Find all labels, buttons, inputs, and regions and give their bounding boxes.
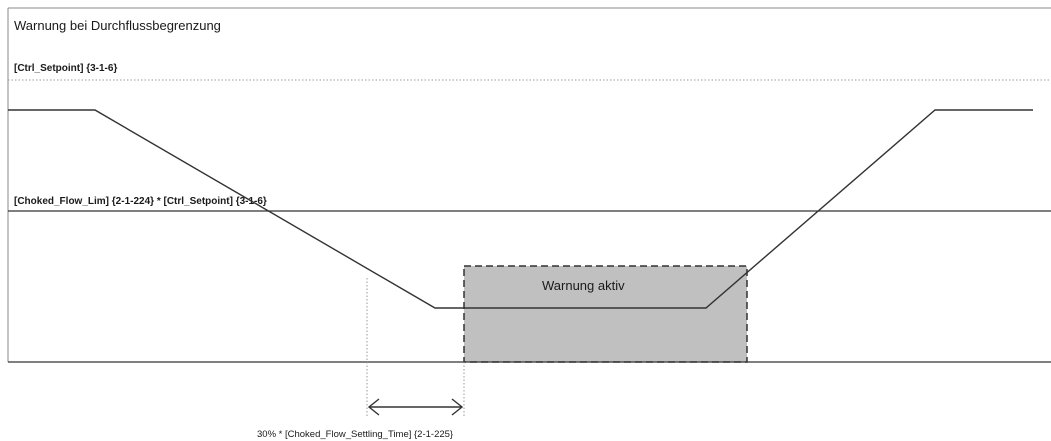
diagram-title: Warnung bei Durchflussbegrenzung xyxy=(14,18,221,33)
warning-active-label: Warnung aktiv xyxy=(542,278,625,293)
flow-signal-curve xyxy=(8,109,1033,309)
setpoint-label: [Ctrl_Setpoint] {3-1-6} xyxy=(14,63,117,74)
settling-time-arrow xyxy=(367,398,464,416)
warning-active-region xyxy=(463,265,748,363)
settling-time-label: 30% * [Choked_Flow_Settling_Time] {2-1-2… xyxy=(257,429,453,440)
limit-label: [Choked_Flow_Lim] {2-1-224} * [Ctrl_Setp… xyxy=(14,196,267,207)
